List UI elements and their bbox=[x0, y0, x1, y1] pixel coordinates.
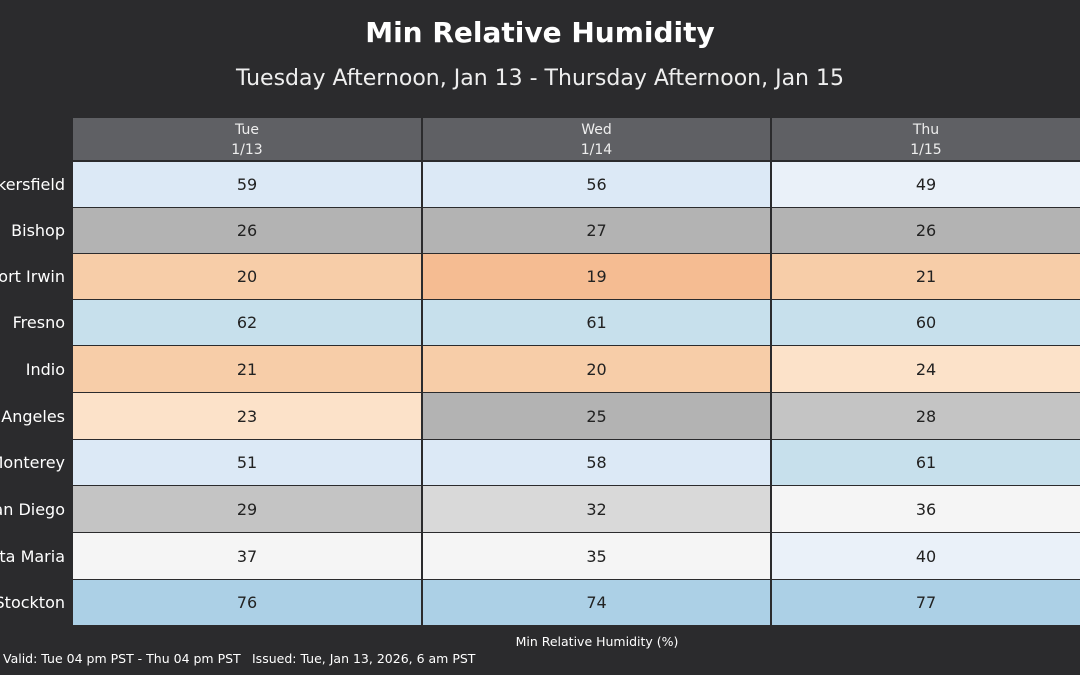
column-date: 1/13 bbox=[231, 142, 263, 158]
column-header: Thu 1/15 bbox=[772, 118, 1080, 160]
cell: 74 bbox=[423, 580, 770, 625]
row-label: San Diego bbox=[0, 499, 65, 519]
cell: 21 bbox=[73, 346, 421, 392]
cell: 24 bbox=[772, 346, 1080, 392]
cell: 20 bbox=[73, 254, 421, 299]
cell: 27 bbox=[423, 208, 770, 253]
title: Min Relative Humidity bbox=[365, 16, 715, 49]
row-label: Los Angeles bbox=[0, 406, 65, 426]
cell: 56 bbox=[423, 162, 770, 207]
cell: 23 bbox=[73, 393, 421, 439]
cell: 61 bbox=[423, 300, 770, 345]
row-label: Fort Irwin bbox=[0, 267, 65, 286]
row-label: Stockton bbox=[0, 593, 65, 612]
cell: 26 bbox=[772, 208, 1080, 253]
cell: 51 bbox=[73, 440, 421, 485]
cell: 35 bbox=[423, 533, 770, 579]
cell: 60 bbox=[772, 300, 1080, 345]
cell: 21 bbox=[772, 254, 1080, 299]
cell: 77 bbox=[772, 580, 1080, 625]
issued-text: Issued: Tue, Jan 13, 2026, 6 am PST bbox=[252, 651, 476, 666]
cell: 62 bbox=[73, 300, 421, 345]
column-header: Tue 1/13 bbox=[73, 118, 421, 160]
row-label: Fresno bbox=[12, 313, 65, 332]
column-date: 1/14 bbox=[580, 142, 613, 158]
cell: 25 bbox=[423, 393, 770, 439]
cell: 61 bbox=[772, 440, 1080, 485]
cell: 32 bbox=[423, 486, 770, 532]
column-header: Wed 1/14 bbox=[423, 118, 770, 160]
column-day: Tue bbox=[235, 122, 259, 138]
column-day: Thu bbox=[912, 122, 940, 138]
cell: 36 bbox=[772, 486, 1080, 532]
cell: 40 bbox=[772, 533, 1080, 579]
legend-label: Min Relative Humidity (%) bbox=[515, 634, 679, 649]
row-label: Santa Maria bbox=[0, 546, 65, 566]
cell: 49 bbox=[772, 162, 1080, 207]
valid-text: Valid: Tue 04 pm PST - Thu 04 pm PST bbox=[3, 651, 241, 666]
cell: 29 bbox=[73, 486, 421, 532]
cell: 37 bbox=[73, 533, 421, 579]
cell: 20 bbox=[423, 346, 770, 392]
cell: 26 bbox=[73, 208, 421, 253]
cell: 59 bbox=[73, 162, 421, 207]
cell: 58 bbox=[423, 440, 770, 485]
column-day: Wed bbox=[581, 122, 612, 138]
row-label: Bakersfield bbox=[0, 175, 65, 194]
row-label: Monterey bbox=[0, 453, 65, 472]
cell: 76 bbox=[73, 580, 421, 625]
row-label: Bishop bbox=[11, 221, 65, 240]
row-label: Indio bbox=[25, 359, 65, 379]
column-date: 1/15 bbox=[910, 142, 942, 158]
cell: 19 bbox=[423, 254, 770, 299]
subtitle: Tuesday Afternoon, Jan 13 - Thursday Aft… bbox=[236, 66, 844, 91]
cell: 28 bbox=[772, 393, 1080, 439]
